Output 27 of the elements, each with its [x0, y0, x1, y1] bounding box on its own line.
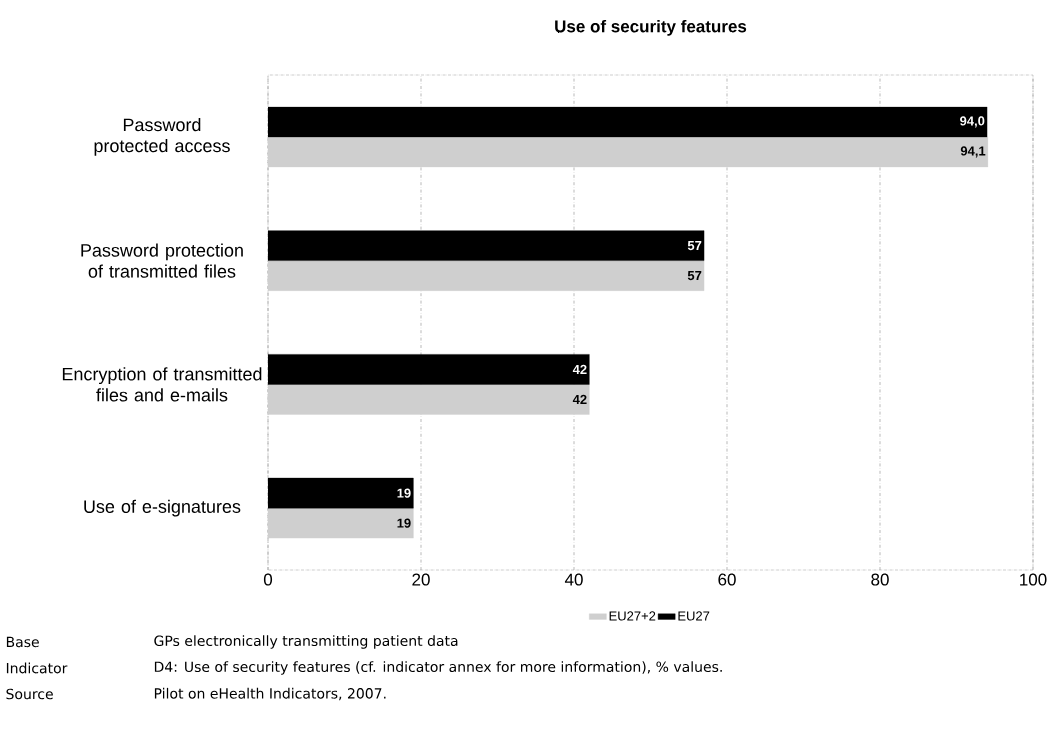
data-label: 42 [572, 364, 587, 374]
data-label: 57 [687, 271, 702, 281]
data-label: 19 [397, 518, 411, 528]
data-label: 42 [572, 394, 587, 404]
text: Source [6, 688, 53, 700]
data-label: 57 [687, 241, 702, 251]
data-label: 94,0 [960, 116, 985, 128]
data-label: 94,1 [960, 146, 986, 158]
text: D4: Use of security features (cf. indicator annex for more information), % values. [154, 661, 722, 675]
text: GPs electronically transmitting patient data [154, 635, 458, 649]
y-tick-label: Password protection of transmitted files [81, 243, 243, 278]
x-tick-label: 60 [718, 573, 736, 586]
data-label: 19 [397, 488, 411, 498]
x-tick-label: 80 [871, 573, 889, 586]
x-tick-label: 100 [1020, 573, 1047, 586]
text: Base [6, 636, 39, 648]
y-tick-label: Use of e-signatures [84, 499, 241, 517]
x-tick-label: 0 [263, 573, 273, 586]
text: Pilot on eHealth Indicators, 2007. [154, 687, 386, 701]
x-tick-label: 20 [412, 573, 430, 586]
chart-title: Use of security features [555, 19, 747, 36]
y-tick-label: Encryption of transmitted files and e-mails [62, 367, 262, 402]
y-tick-label: Password protected access [94, 117, 230, 156]
legend-label: EU27 [678, 611, 710, 621]
text: Indicator [6, 662, 68, 674]
x-tick-label: 40 [564, 573, 583, 586]
legend-label: EU27+2 [609, 611, 656, 621]
